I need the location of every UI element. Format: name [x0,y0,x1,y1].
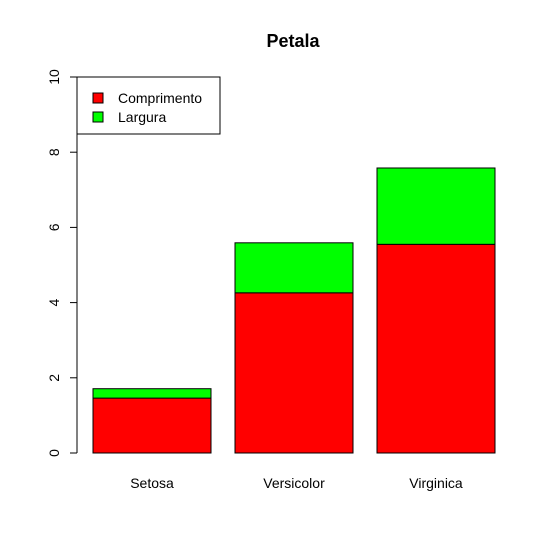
y-tick-label: 4 [46,298,62,306]
y-tick-label: 6 [46,223,62,231]
y-axis: 0 2 4 6 8 10 [46,69,78,457]
bar-versicolor-comprimento [234,292,354,454]
x-category-label: Virginica [409,475,463,491]
x-axis-labels: Setosa Versicolor Virginica [130,475,463,491]
bar-versicolor-largura [234,242,354,294]
y-tick-label: 10 [46,69,62,85]
x-category-label: Setosa [130,475,174,491]
legend-swatch-largura [92,111,104,123]
bar-virginica-comprimento [376,243,496,454]
legend-label-largura: Largura [118,109,166,125]
y-tick-label: 8 [46,148,62,156]
legend-box [76,76,221,135]
x-category-label: Versicolor [263,475,325,491]
bar-virginica-largura [376,167,496,245]
legend: Comprimento Largura [76,76,221,135]
bars [92,167,496,454]
legend-label-comprimento: Comprimento [118,90,202,106]
y-tick-label: 2 [46,374,62,382]
bar-setosa-largura [92,388,212,399]
chart-title: Petala [266,31,320,51]
bar-setosa-comprimento [92,397,212,454]
y-tick-label: 0 [46,449,62,457]
legend-swatch-comprimento [92,92,104,104]
